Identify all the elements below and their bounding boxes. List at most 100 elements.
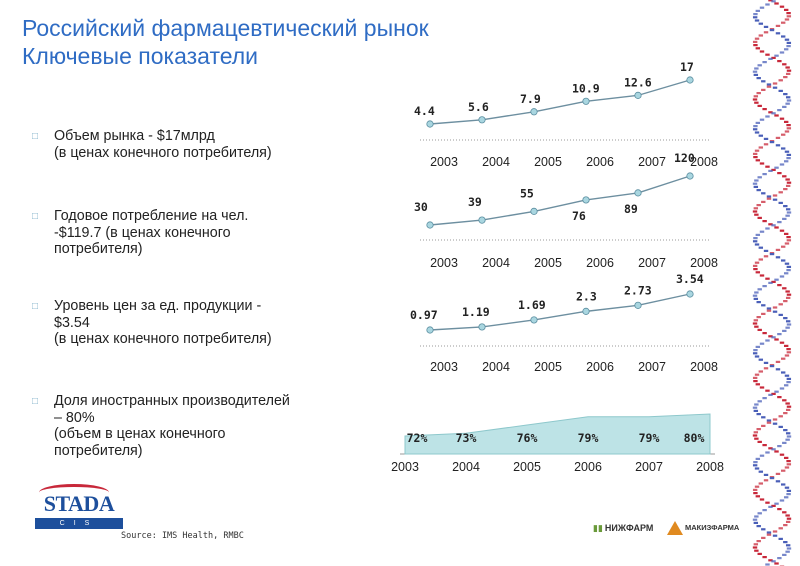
dna-strand-a <box>783 524 788 527</box>
dna-strand-a <box>752 488 758 491</box>
dna-strand-a <box>766 533 772 536</box>
bullet-marker-icon: □ <box>32 211 39 222</box>
bullet-line: потребителя) <box>54 241 143 257</box>
dna-strand-b <box>769 141 775 144</box>
dna-strand-b <box>774 390 779 393</box>
dna-strand-b <box>754 403 759 406</box>
data-label: 73% <box>456 431 477 445</box>
dna-strand-a <box>780 357 786 360</box>
dna-strand-b <box>754 467 760 470</box>
dna-strand-b <box>769 365 775 368</box>
dna-strand-a <box>786 181 792 184</box>
dna-strand-a <box>761 200 766 203</box>
dna-strand-b <box>769 253 775 256</box>
dna-strand-b <box>783 496 789 499</box>
stada-logo-sub: CIS <box>35 518 123 529</box>
dna-strand-a <box>761 536 766 539</box>
dna-strand-a <box>771 56 776 59</box>
dna-strand-a <box>753 207 759 210</box>
dna-strand-b <box>754 355 760 358</box>
dna-strand-b <box>772 198 778 201</box>
bullet-per-capita: □ Годовое потребление на чел. -$119.7 (в… <box>32 208 374 258</box>
dna-strand-a <box>784 242 790 245</box>
dna-strand-a <box>785 72 791 75</box>
dna-strand-a <box>783 456 789 459</box>
dna-strand-a <box>779 5 785 8</box>
dna-strand-b <box>762 61 767 64</box>
dna-strand-b <box>775 480 781 483</box>
dna-strand-a <box>777 284 782 287</box>
dna-strand-a <box>754 485 760 488</box>
dna-strand-a <box>754 549 759 552</box>
dna-strand-a <box>785 66 790 69</box>
dna-strand-b <box>753 297 759 300</box>
data-label: 3.54 <box>676 272 704 286</box>
dna-strand-a <box>754 325 759 328</box>
dna-strand-b <box>786 211 792 214</box>
dna-strand-a <box>753 380 758 383</box>
dna-strand-b <box>752 128 758 131</box>
dna-strand-a <box>779 117 785 120</box>
dna-strand-b <box>762 509 767 512</box>
dna-strand-a <box>782 175 787 178</box>
dna-strand-b <box>756 413 761 416</box>
dna-strand-b <box>786 153 792 156</box>
dna-strand-a <box>768 335 773 338</box>
dna-strand-b <box>752 70 758 73</box>
nizhfarm-logo: ▮▮ НИЖФАРМ <box>593 520 653 536</box>
dna-strand-b <box>783 272 789 275</box>
dna-strand-b <box>779 163 785 166</box>
dna-strand-a <box>786 463 792 466</box>
dna-strand-b <box>786 489 792 492</box>
dna-strand-b <box>771 224 776 227</box>
stada-logo: STADA CIS <box>35 484 123 534</box>
dna-strand-b <box>759 6 765 9</box>
dna-strand-a <box>752 40 758 43</box>
dna-strand-a <box>779 341 785 344</box>
dna-strand-a <box>783 412 788 415</box>
dna-strand-b <box>755 345 761 348</box>
dna-strand-b <box>759 230 765 233</box>
dna-strand-a <box>757 440 762 443</box>
dna-strand-b <box>754 515 759 518</box>
data-point <box>426 326 434 334</box>
dna-strand-b <box>785 438 790 441</box>
dna-strand-b <box>779 275 785 278</box>
dna-strand-b <box>769 477 775 480</box>
dna-strand-b <box>762 285 767 288</box>
tick-label: 2008 <box>690 360 718 374</box>
dna-strand-b <box>782 329 787 332</box>
dna-strand-a <box>752 376 758 379</box>
dna-strand-b <box>785 208 791 211</box>
data-point <box>634 91 642 99</box>
dna-strand-b <box>777 221 782 224</box>
bullet-line: Объем рынка - $17млрд <box>54 128 215 144</box>
dna-strand-a <box>774 450 779 453</box>
dna-strand-a <box>755 159 761 162</box>
tick-label: 2005 <box>534 155 562 169</box>
dna-strand-a <box>775 136 781 139</box>
dna-strand-a <box>783 120 789 123</box>
data-point <box>530 108 538 116</box>
dna-strand-a <box>763 31 769 34</box>
dna-strand-b <box>757 288 762 291</box>
tick-label: 2005 <box>534 360 562 374</box>
dna-strand-a <box>774 114 779 117</box>
dna-strand-b <box>772 86 778 89</box>
dna-strand-b <box>768 57 773 60</box>
dna-strand-a <box>752 210 758 213</box>
bullet-foreign-share: □ Доля иностранных производителей – 80% … <box>32 393 374 459</box>
dna-strand-a <box>775 248 781 251</box>
dna-strand-a <box>775 472 781 475</box>
series-line <box>429 79 691 125</box>
dna-strand-a <box>772 306 778 309</box>
tick-label: 2006 <box>586 256 614 270</box>
bullet-market-volume: □ Объем рынка - $17млрд (в ценах конечно… <box>32 128 374 161</box>
dna-strand-a <box>763 255 769 258</box>
data-label: 2.3 <box>576 289 597 303</box>
dna-strand-b <box>761 304 766 307</box>
dna-strand-b <box>786 45 791 48</box>
dna-strand-b <box>778 313 783 316</box>
dna-strand-a <box>766 421 772 424</box>
dna-strand-b <box>763 249 769 252</box>
